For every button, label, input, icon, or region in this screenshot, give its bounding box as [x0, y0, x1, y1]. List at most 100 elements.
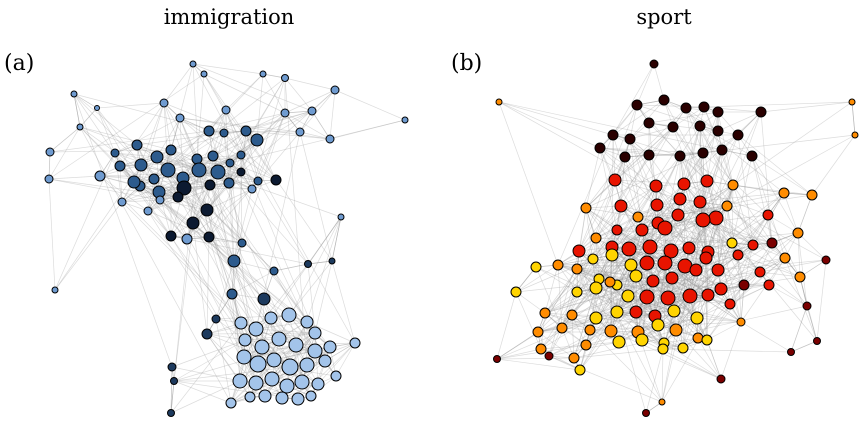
- sport-edge: [595, 284, 618, 319]
- sport-edge: [585, 324, 659, 346]
- sport-edge: [696, 317, 742, 323]
- sport-edge: [612, 134, 616, 181]
- sport-node: [732, 249, 744, 261]
- immigration-edge: [233, 260, 257, 330]
- sport-edge: [585, 126, 674, 209]
- immigration-edge: [114, 152, 158, 158]
- immigration-edge: [225, 109, 277, 181]
- sport-node: [690, 311, 704, 325]
- sport-node: [629, 305, 643, 319]
- sport-edge: [576, 268, 637, 277]
- immigration-edge: [48, 178, 56, 291]
- sport-edge: [851, 101, 856, 136]
- sport-node: [671, 208, 685, 222]
- immigration-node: [300, 315, 314, 329]
- sport-edge: [544, 312, 612, 332]
- sport-node: [650, 198, 664, 212]
- immigration-edge: [114, 117, 181, 154]
- sport-node: [495, 98, 503, 106]
- immigration-node: [236, 150, 246, 160]
- immigration-node: [148, 173, 160, 185]
- sport-edge: [635, 265, 686, 277]
- sport-node: [532, 326, 544, 338]
- sport-node: [721, 200, 733, 212]
- sport-edge: [695, 201, 701, 271]
- sport-edge: [636, 63, 655, 106]
- immigration-edge: [196, 154, 242, 160]
- immigration-node: [191, 162, 207, 178]
- sport-edge: [557, 264, 637, 277]
- sport-edge: [759, 271, 801, 278]
- immigration-edge: [54, 164, 142, 291]
- immigration-edge: [209, 184, 243, 244]
- sport-edge: [664, 262, 709, 296]
- immigration-edge: [159, 199, 208, 211]
- sport-edge: [612, 104, 638, 136]
- immigration-node: [288, 337, 304, 353]
- immigration-edge: [270, 216, 342, 319]
- immigration-edge: [251, 77, 286, 190]
- immigration-edge: [99, 175, 184, 179]
- sport-edge: [677, 214, 709, 253]
- network-immigration: [44, 60, 409, 417]
- immigration-node: [250, 133, 264, 147]
- sport-edge: [573, 287, 597, 359]
- network-sport: [493, 59, 859, 417]
- immigration-edge: [49, 126, 81, 153]
- immigration-edge: [256, 139, 277, 181]
- sport-edge: [703, 106, 723, 151]
- sport-edge: [576, 237, 597, 293]
- sport-edge: [589, 329, 663, 403]
- immigration-edge: [301, 332, 316, 383]
- sport-edge: [585, 156, 626, 209]
- sport-edge: [628, 248, 691, 297]
- immigration-edge: [192, 63, 242, 156]
- immigration-edge: [158, 171, 242, 193]
- sport-edge: [645, 348, 664, 414]
- immigration-edge: [206, 333, 275, 361]
- immigration-node: [210, 164, 226, 180]
- sport-edge: [679, 155, 734, 186]
- sport-node: [747, 239, 759, 251]
- immigration-node: [330, 370, 342, 382]
- sport-node: [642, 239, 658, 255]
- immigration-node: [70, 90, 78, 98]
- sport-edge: [544, 280, 654, 314]
- immigration-edge: [240, 171, 243, 244]
- immigration-edge: [284, 110, 313, 114]
- sport-edge: [655, 185, 707, 259]
- immigration-node: [234, 316, 248, 330]
- immigration-edge: [261, 298, 265, 348]
- sport-node: [697, 147, 709, 159]
- immigration-edge: [230, 344, 297, 404]
- sport-edge: [616, 311, 659, 326]
- sport-node: [813, 337, 821, 345]
- immigration-node: [308, 326, 322, 340]
- sport-edge: [627, 269, 697, 297]
- immigration-edge: [192, 184, 211, 224]
- sport-node: [651, 318, 665, 332]
- immigration-edge: [167, 77, 286, 171]
- immigration-edge: [73, 93, 98, 109]
- immigration-edge: [228, 182, 241, 382]
- immigration-node: [204, 179, 216, 191]
- sport-edge: [620, 185, 657, 207]
- immigration-edge: [306, 321, 326, 362]
- sport-edge: [537, 331, 575, 359]
- immigration-node: [244, 391, 256, 403]
- sport-edge: [663, 337, 699, 344]
- immigration-edge: [251, 112, 286, 190]
- sport-edge: [663, 99, 719, 132]
- immigration-edge: [183, 180, 259, 189]
- sport-edge: [585, 311, 618, 346]
- sport-node: [611, 224, 623, 236]
- sport-edge: [717, 111, 762, 132]
- immigration-edge: [171, 366, 241, 382]
- immigration-edge: [119, 165, 123, 203]
- sport-edge: [589, 287, 597, 331]
- immigration-edge: [147, 149, 172, 212]
- immigration-edge: [225, 109, 230, 184]
- immigration-node: [248, 375, 264, 391]
- sport-edge: [585, 207, 639, 218]
- sport-edge: [740, 321, 792, 353]
